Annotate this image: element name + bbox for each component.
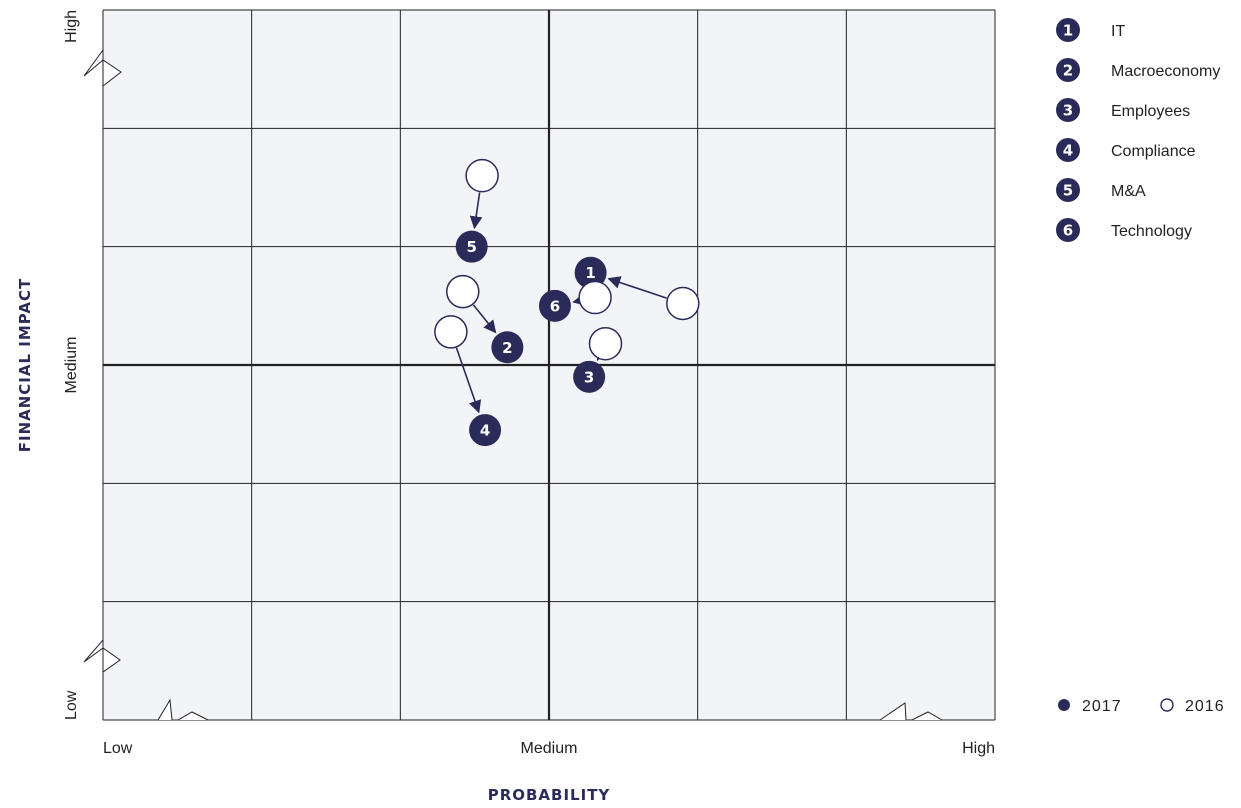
point-2016-1 <box>666 286 700 321</box>
movement-arrow <box>469 192 483 230</box>
point-2017-1 <box>574 256 607 289</box>
y-axis-title: FINANCIAL IMPACT <box>16 278 34 453</box>
tick-labels: Low Medium High Low Medium High <box>63 10 995 757</box>
point-2016-4 <box>434 315 468 349</box>
legend-item-label: IT <box>1111 23 1125 40</box>
legend-badge-number: 5 <box>1063 182 1073 200</box>
movement-arrows <box>455 192 667 414</box>
point-2016-3 <box>588 326 623 361</box>
point-2016-5 <box>465 158 499 193</box>
point-label-6: 6 <box>550 297 560 315</box>
axis-break-zigzag <box>83 590 121 673</box>
point-label-5: 5 <box>466 238 476 256</box>
x-tick-label: Low <box>103 740 133 757</box>
point-2016-2 <box>446 274 480 309</box>
axis-breaks <box>83 10 943 721</box>
legend: 1 IT 2 Macroeconomy 3 Employees 4 Compliance 5 M&… <box>1056 18 1220 242</box>
axis-break-zigzag <box>868 702 943 721</box>
point-2017-6 <box>538 289 571 322</box>
movement-arrow <box>607 276 667 299</box>
legend-item-label: Technology <box>1111 223 1192 240</box>
movement-arrow <box>455 347 482 414</box>
movement-arrow <box>572 293 587 306</box>
point-2017-3 <box>573 360 606 393</box>
y-tick-label: Low <box>63 690 80 720</box>
data-points: 1 2 3 4 5 6 <box>434 158 700 447</box>
point-label-1: 1 <box>585 264 595 282</box>
axis-break-zigzag <box>140 698 209 721</box>
legend-item-label: M&A <box>1111 183 1146 200</box>
legend-badge-1 <box>1056 18 1080 42</box>
point-label-2: 2 <box>502 339 512 357</box>
legend-badge-3 <box>1056 98 1080 122</box>
legend-badge-number: 6 <box>1063 222 1073 240</box>
point-2017-2 <box>491 331 524 364</box>
legend-badge-number: 4 <box>1063 142 1073 160</box>
legend-item-label: Compliance <box>1111 143 1196 160</box>
x-axis-title: PROBABILITY <box>488 786 611 804</box>
x-tick-label: Medium <box>521 740 578 757</box>
legend-hollow-marker <box>1160 698 1174 712</box>
point-label-4: 4 <box>480 422 490 440</box>
y-tick-label: High <box>63 10 80 43</box>
legend-badge-number: 2 <box>1063 62 1073 80</box>
y-tick-label: Medium <box>63 337 80 394</box>
legend-badge-5 <box>1056 178 1080 202</box>
legend-badge-2 <box>1056 58 1080 82</box>
point-2017-4 <box>469 414 502 447</box>
axis-break-zigzag <box>83 10 122 88</box>
legend-badge-6 <box>1056 218 1080 242</box>
x-tick-label: High <box>962 740 995 757</box>
point-2017-5 <box>455 230 488 263</box>
legend-filled-marker <box>1058 699 1070 711</box>
movement-arrow <box>472 304 497 334</box>
legend-item-label: Macroeconomy <box>1111 63 1220 80</box>
point-2016-6 <box>578 280 612 315</box>
legend-badge-number: 3 <box>1063 102 1073 120</box>
legend-2016-label: 2016 <box>1185 698 1225 715</box>
year-legend: 2017 2016 <box>1058 698 1225 715</box>
legend-2017-label: 2017 <box>1082 698 1122 715</box>
legend-badge-number: 1 <box>1063 22 1073 40</box>
legend-badge-4 <box>1056 138 1080 162</box>
grid <box>102 9 996 721</box>
point-label-3: 3 <box>584 368 594 386</box>
legend-item-label: Employees <box>1111 103 1190 120</box>
